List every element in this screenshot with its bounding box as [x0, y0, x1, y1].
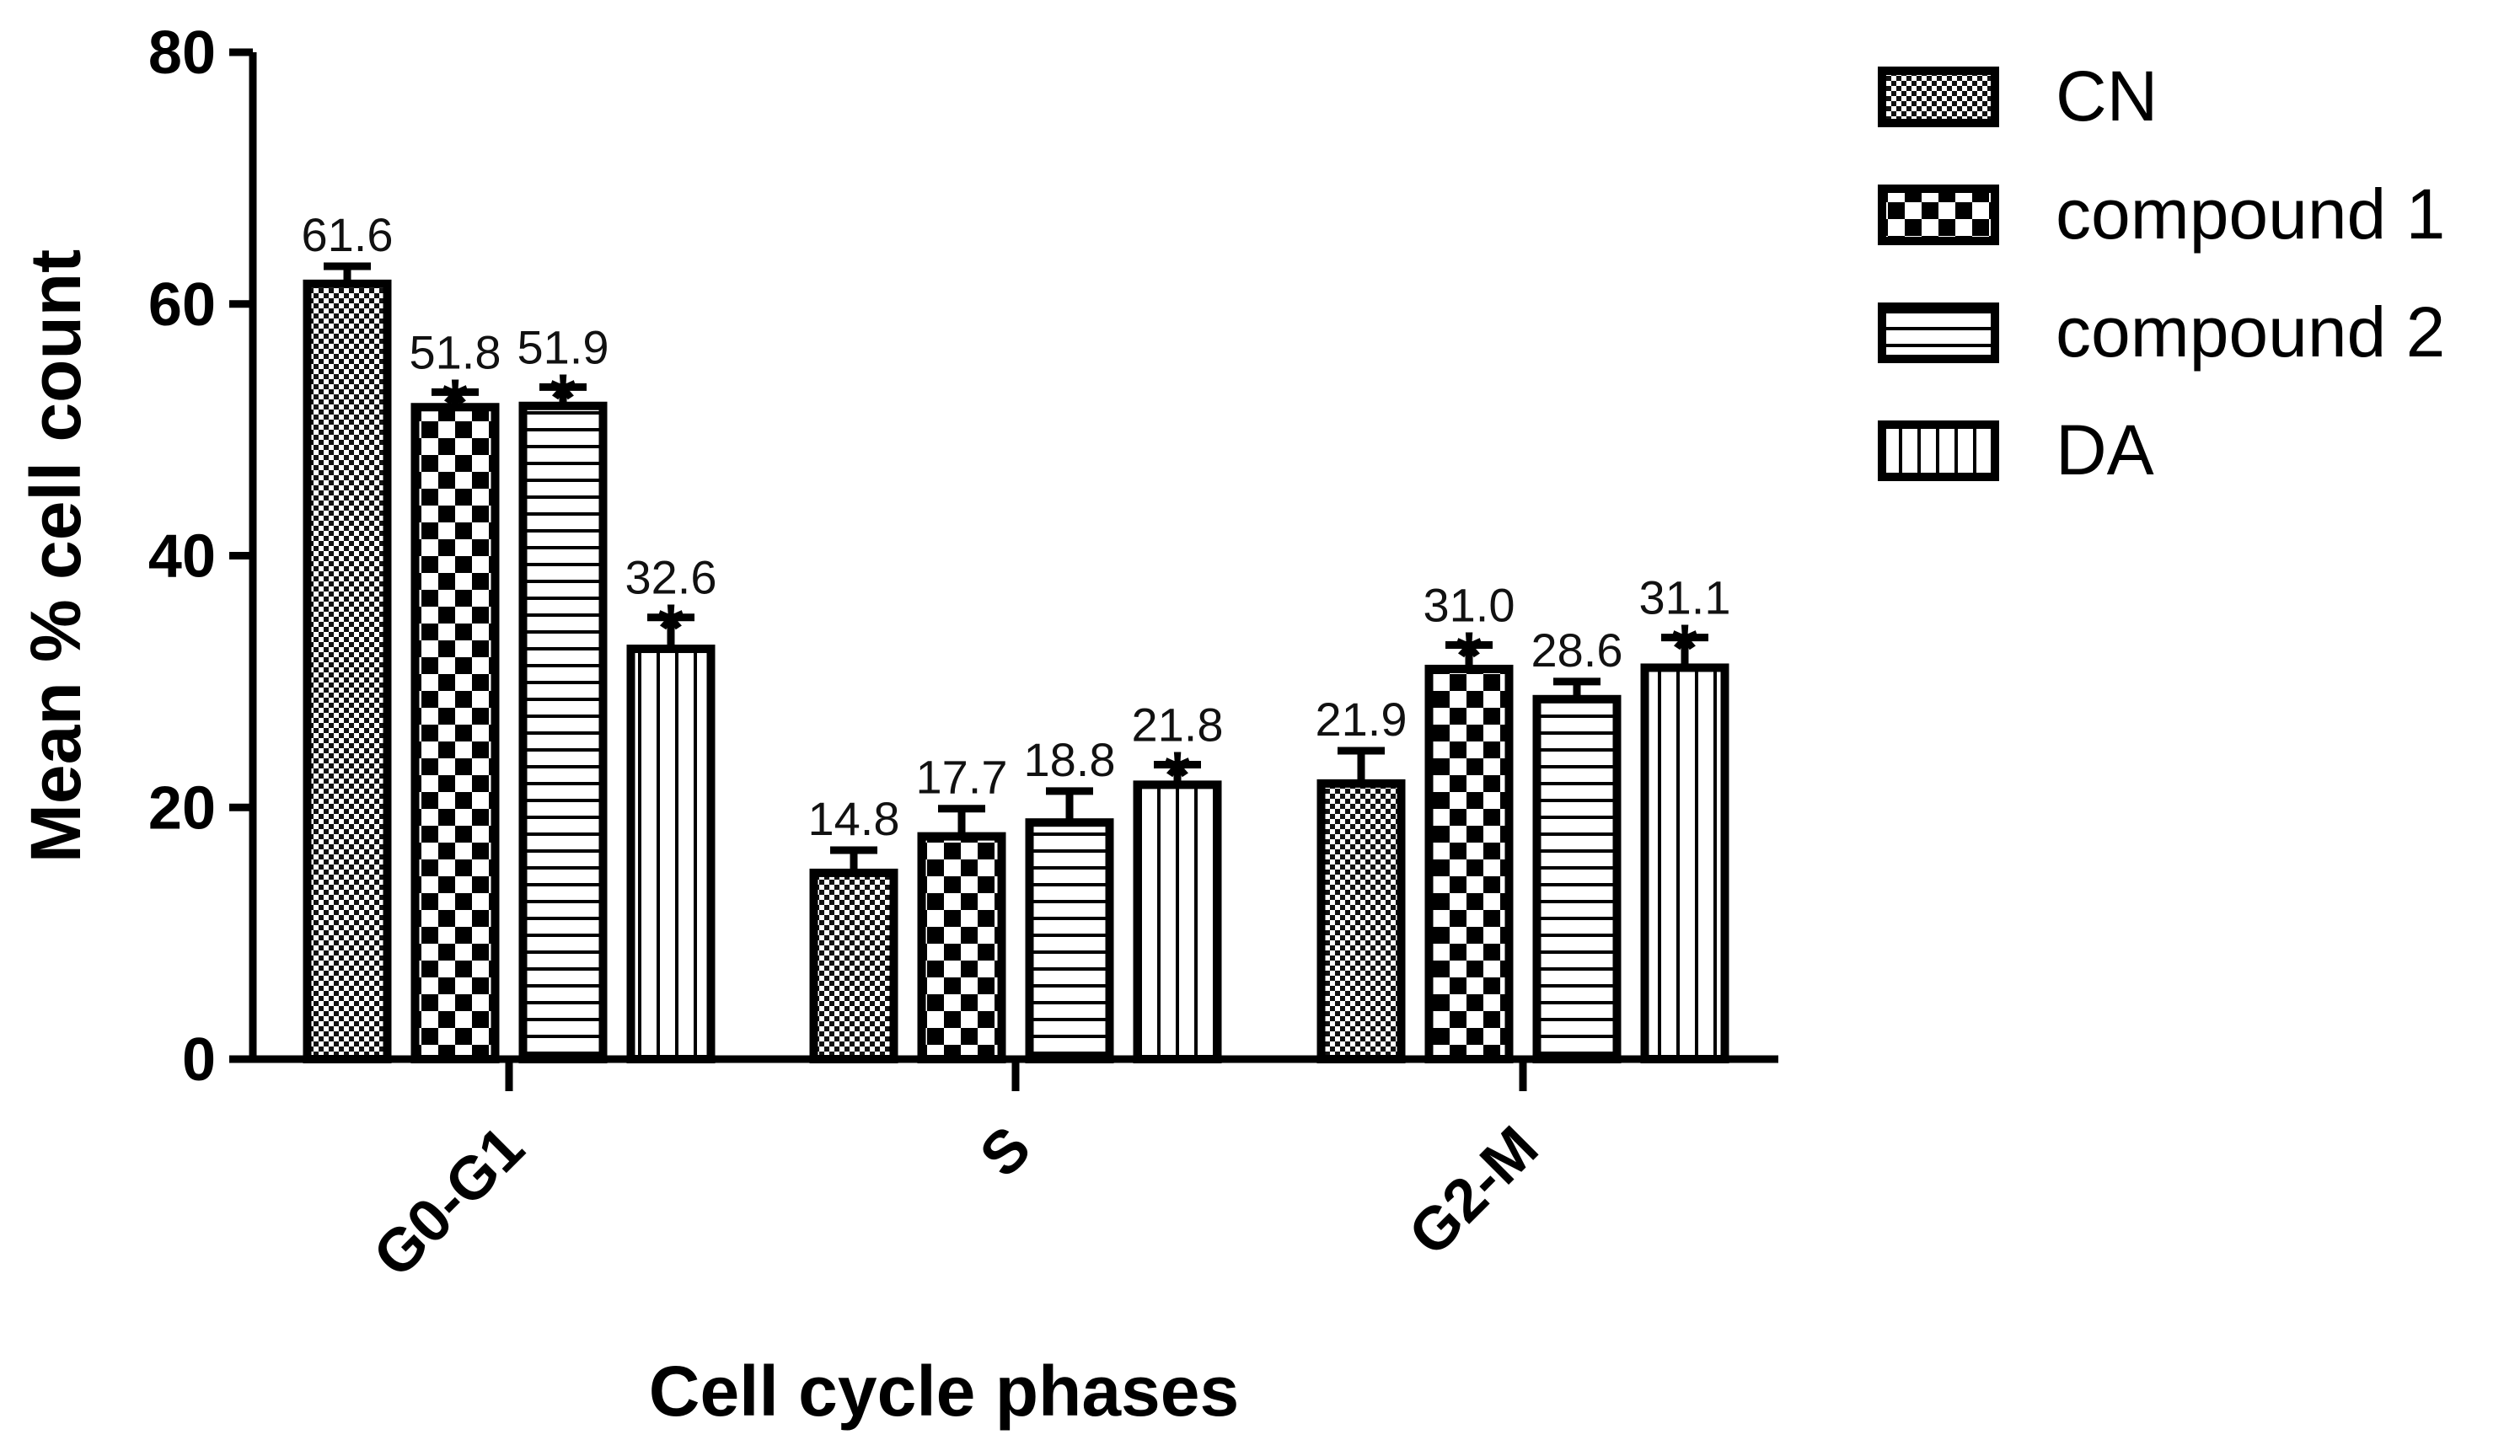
legend-item: DA — [1878, 410, 2154, 490]
data-label: 21.9 — [1316, 693, 1407, 746]
significance-marker: * — [1164, 737, 1191, 812]
bar — [1640, 663, 1729, 1063]
legend-label: compound 2 — [2056, 292, 2445, 372]
x-tick-label: S — [968, 1114, 1044, 1191]
legend-item: compound 2 — [1878, 292, 2445, 372]
x-axis: G0-G1 S G2-M — [249, 1055, 1778, 1290]
significance-marker: * — [442, 365, 469, 440]
legend: CN compound 1 compound 2 DA — [1878, 56, 2445, 490]
bar — [1316, 779, 1406, 1064]
data-label: 61.6 — [302, 208, 394, 261]
legend-label: DA — [2056, 410, 2154, 490]
y-tick-label: 20 — [148, 774, 216, 842]
bar — [1424, 664, 1514, 1063]
significance-marker: * — [657, 591, 684, 666]
bar — [809, 868, 898, 1064]
legend-swatch — [1878, 302, 1999, 363]
bar — [1133, 780, 1222, 1063]
data-label: 31.0 — [1424, 579, 1515, 632]
bar-groups — [303, 262, 1729, 1064]
data-label: 21.8 — [1132, 698, 1224, 751]
data-label: 18.8 — [1024, 733, 1116, 786]
y-tick-label: 40 — [148, 523, 216, 591]
significance-marker: * — [550, 360, 576, 435]
significance-marker: * — [1671, 611, 1698, 686]
y-tick-label: 0 — [182, 1026, 216, 1094]
data-label: 32.6 — [625, 551, 717, 604]
data-label: 28.6 — [1531, 624, 1623, 677]
y-axis-title: Mean % cell count — [16, 249, 95, 863]
data-label: 14.8 — [808, 792, 900, 845]
bar — [303, 279, 392, 1064]
y-axis: 0 20 40 60 80 — [148, 19, 257, 1094]
data-label: 31.1 — [1639, 571, 1731, 624]
x-tick-label: G2-M — [1396, 1114, 1551, 1269]
bar — [626, 645, 716, 1063]
legend-swatch — [1878, 420, 1999, 481]
legend-swatch — [1878, 185, 1999, 245]
legend-swatch — [1878, 67, 1999, 127]
x-axis-title: Cell cycle phases — [649, 1352, 1239, 1431]
data-label: 17.7 — [916, 751, 1008, 804]
legend-label: compound 1 — [2056, 174, 2445, 254]
bar — [1025, 818, 1114, 1063]
bar — [917, 832, 1006, 1063]
data-labels: 61.6*51.8*51.9*32.614.817.7 18.8 *21.8 21.9… — [302, 208, 1731, 845]
data-label: 51.8 — [410, 325, 501, 378]
bar — [518, 401, 608, 1063]
y-tick-label: 80 — [148, 19, 216, 87]
legend-label: CN — [2056, 56, 2158, 136]
bar — [410, 403, 500, 1063]
y-tick-label: 60 — [148, 271, 216, 339]
data-label: 51.9 — [517, 320, 609, 373]
x-tick-label: G0-G1 — [361, 1114, 537, 1290]
legend-item: CN — [1878, 56, 2158, 136]
bar — [1532, 694, 1622, 1063]
legend-item: compound 1 — [1878, 174, 2445, 254]
significance-marker: * — [1456, 618, 1483, 693]
